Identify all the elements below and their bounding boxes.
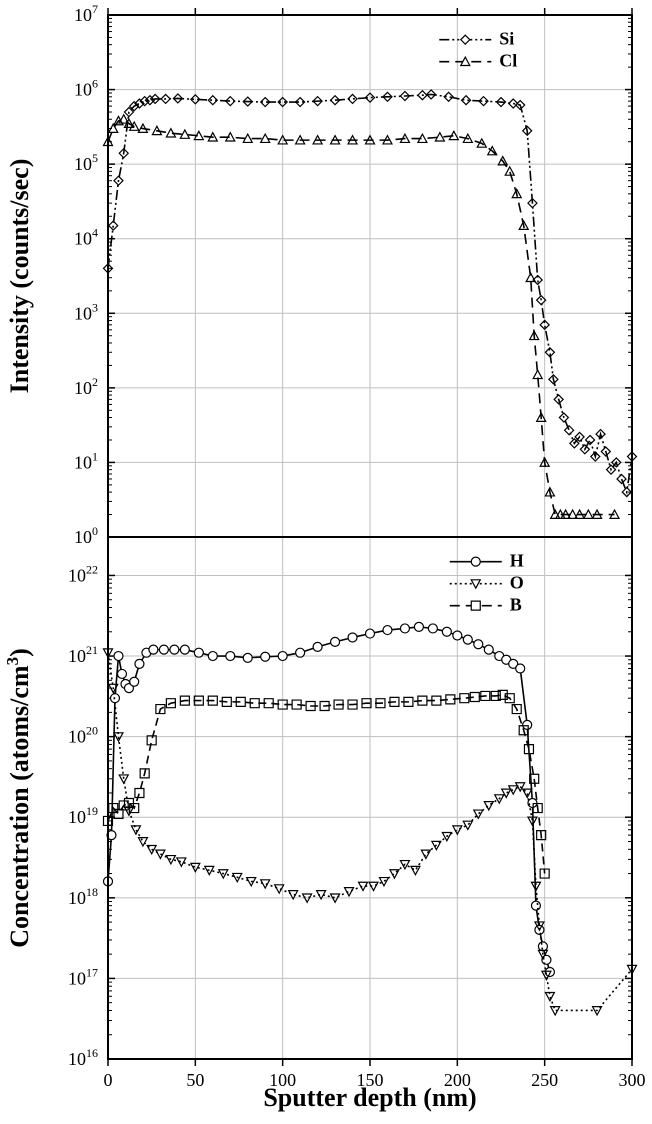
svg-text:1016: 1016 xyxy=(68,1046,98,1069)
svg-text:106: 106 xyxy=(74,77,98,100)
depth-profile-figure: 100 101 102 103 104 105 106 107 SiCl 1016 1017 1018… xyxy=(0,0,652,1124)
svg-text:1019: 1019 xyxy=(68,804,98,827)
svg-text:1018: 1018 xyxy=(68,885,98,908)
svg-text:101: 101 xyxy=(74,449,98,472)
series-B xyxy=(104,690,550,878)
svg-text:0: 0 xyxy=(104,1070,113,1090)
svg-text:107: 107 xyxy=(74,2,98,25)
y-axis-label-bottom: Concentration (atoms/cm3) xyxy=(3,648,34,948)
legend-label: H xyxy=(510,551,524,571)
svg-text:1017: 1017 xyxy=(68,965,98,988)
legend-label: O xyxy=(510,573,524,593)
series-Cl xyxy=(104,115,620,519)
svg-text:105: 105 xyxy=(74,151,98,174)
svg-text:104: 104 xyxy=(74,226,98,249)
legend: SiCl xyxy=(439,29,517,71)
svg-text:250: 250 xyxy=(531,1070,558,1090)
svg-text:1022: 1022 xyxy=(68,562,98,585)
svg-text:102: 102 xyxy=(74,375,98,398)
legend-label: B xyxy=(510,595,522,615)
svg-text:100: 100 xyxy=(74,524,98,547)
svg-text:1020: 1020 xyxy=(68,724,98,747)
svg-text:1021: 1021 xyxy=(68,643,98,666)
x-axis-label: Sputter depth (nm) xyxy=(263,1083,476,1112)
legend-label: Cl xyxy=(499,51,517,71)
y-axis-label-top: Intensity (counts/sec) xyxy=(5,159,34,394)
legend: HOB xyxy=(450,551,524,615)
legend-label: Si xyxy=(499,29,514,49)
svg-text:50: 50 xyxy=(186,1070,204,1090)
svg-text:300: 300 xyxy=(619,1070,646,1090)
svg-text:103: 103 xyxy=(74,300,98,323)
series-H xyxy=(104,622,555,976)
